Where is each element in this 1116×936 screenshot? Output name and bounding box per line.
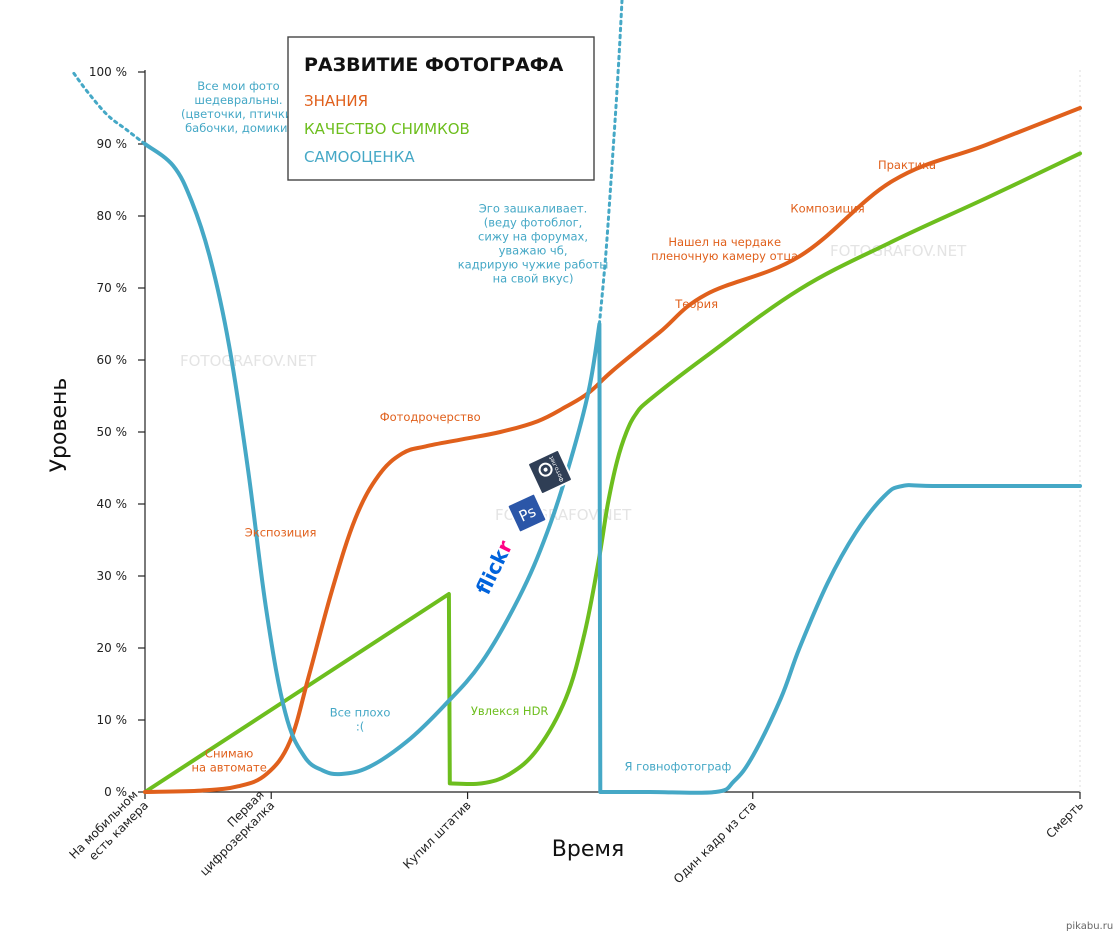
y-tick-label: 40 % bbox=[97, 497, 128, 511]
annotation-text: Фотодрочерство bbox=[380, 410, 481, 424]
y-tick-label: 20 % bbox=[97, 641, 128, 655]
y-tick-label: 50 % bbox=[97, 425, 128, 439]
series-dotted-extension bbox=[597, 0, 624, 326]
watermarks: FOTOGRAFOV.NETFOTOGRAFOV.NETFOTOGRAFOV.N… bbox=[180, 242, 967, 524]
y-tick-label: 100 % bbox=[89, 65, 127, 79]
x-tick-label: На мобильноместь камера bbox=[66, 788, 151, 873]
y-tick-label: 30 % bbox=[97, 569, 128, 583]
annotation-text: Практика bbox=[878, 158, 936, 172]
legend-entry: КАЧЕСТВО СНИМКОВ bbox=[304, 120, 470, 138]
legend-entry: САМООЦЕНКА bbox=[304, 148, 415, 166]
series-line bbox=[143, 151, 1082, 794]
x-tick-label: Один кадр из ста bbox=[671, 798, 759, 886]
annotations: Все мои фото шедевральны. (цветочки, птичк… bbox=[181, 79, 936, 774]
annotation-text: Композиция bbox=[790, 201, 864, 215]
annotation-text: Все плохо:( bbox=[330, 705, 391, 733]
annotation-text: Снимаю на автомате bbox=[192, 746, 267, 774]
chart-title: РАЗВИТИЕ ФОТОГРАФА bbox=[304, 54, 564, 76]
y-tick-label: 90 % bbox=[97, 137, 128, 151]
series-dotted-extension bbox=[72, 71, 147, 146]
credit-text: pikabu.ru bbox=[1066, 921, 1113, 932]
y-tick-label: 80 % bbox=[97, 209, 128, 223]
legend-entry: ЗНАНИЯ bbox=[304, 92, 368, 110]
svg-text:Ps: Ps bbox=[516, 502, 539, 525]
y-tick-label: 0 % bbox=[104, 785, 127, 799]
series-line bbox=[143, 142, 1082, 795]
annotation-text: Увлекся HDR bbox=[471, 704, 549, 718]
annotation-text: Теория bbox=[674, 297, 718, 311]
legend: РАЗВИТИЕ ФОТОГРАФА ЗНАНИЯ КАЧЕСТВО СНИМКОВ… bbox=[287, 36, 595, 181]
legend-box bbox=[287, 36, 595, 181]
annotation-text: Я говнофотограф bbox=[625, 759, 732, 773]
annotation-text: Эго зашкаливает. (веду фотоблог, сижу на ф… bbox=[458, 201, 609, 285]
x-tick-label: Перваяцифрозеркалка bbox=[187, 788, 278, 879]
annotation-text: Экспозиция bbox=[245, 525, 317, 539]
annotation-text: Нашел на чердаке пленочную камеру отца bbox=[651, 235, 798, 263]
x-tick-label: Купил штатив bbox=[400, 798, 473, 871]
x-axis-label: Время bbox=[552, 837, 624, 862]
fotonet-logo: Фото.net bbox=[527, 449, 573, 495]
y-axis-label: Уровень bbox=[47, 378, 72, 473]
y-tick-label: 70 % bbox=[97, 281, 128, 295]
annotation-text: Все мои фото шедевральны. (цветочки, птичк… bbox=[181, 79, 296, 135]
svg-text:flickr: flickr bbox=[471, 537, 517, 599]
watermark-text: FOTOGRAFOV.NET bbox=[180, 352, 317, 370]
flickr-logo: flickr bbox=[471, 537, 517, 599]
photoshop-logo: Ps bbox=[506, 492, 548, 534]
series-line bbox=[143, 106, 1082, 794]
y-tick-label: 60 % bbox=[97, 353, 128, 367]
x-tick-label: Смерть bbox=[1043, 798, 1086, 841]
series-layer bbox=[72, 0, 1082, 795]
watermark-text: FOTOGRAFOV.NET bbox=[830, 242, 967, 260]
y-tick-label: 10 % bbox=[97, 713, 128, 727]
